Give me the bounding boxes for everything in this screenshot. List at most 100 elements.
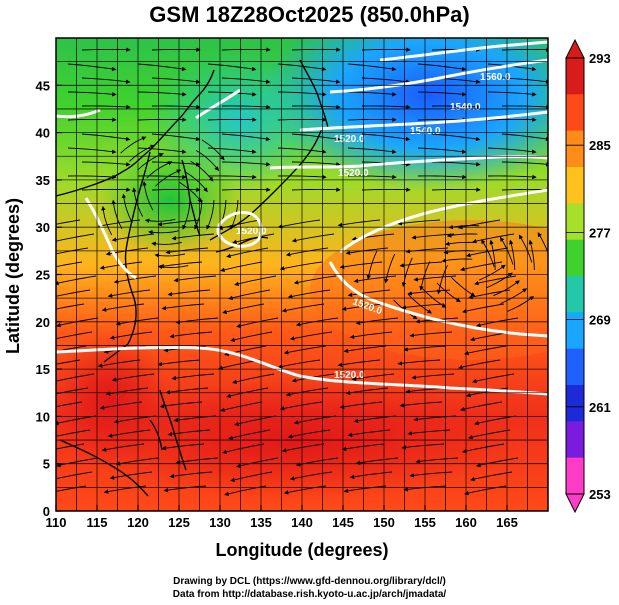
streamline — [101, 205, 113, 236]
streamline — [347, 429, 391, 438]
streamline — [169, 331, 213, 339]
streamline — [361, 187, 411, 192]
streamline — [99, 401, 143, 410]
x-tick-label: 145 — [332, 515, 354, 530]
streamline — [476, 457, 519, 468]
streamline — [56, 289, 91, 297]
streamline — [221, 104, 271, 110]
streamline — [458, 359, 501, 370]
streamline — [501, 161, 548, 167]
streamline — [228, 289, 271, 301]
colorbar-label: 253 — [589, 487, 611, 502]
streamline — [397, 359, 441, 366]
streamline — [419, 261, 431, 291]
streamline — [401, 443, 445, 450]
streamline — [107, 289, 151, 298]
streamline — [293, 415, 337, 425]
streamline — [81, 77, 131, 84]
streamline — [291, 187, 341, 192]
streamline — [409, 331, 453, 338]
streamline — [361, 47, 411, 52]
streamline — [56, 345, 87, 352]
y-tick-label: 30 — [36, 220, 50, 235]
streamline — [142, 181, 154, 211]
streamline — [111, 199, 123, 230]
streamline — [222, 303, 265, 315]
streamline — [366, 250, 378, 280]
streamline — [481, 239, 495, 268]
streamline — [550, 240, 555, 270]
streamline — [500, 288, 528, 305]
streamline — [289, 331, 333, 341]
streamline — [397, 219, 441, 226]
streamline — [207, 174, 257, 180]
streamline — [445, 241, 476, 246]
streamline — [501, 133, 548, 142]
streamline — [137, 91, 187, 97]
streamline — [384, 253, 396, 284]
streamline — [169, 471, 213, 479]
streamline — [291, 77, 341, 84]
colorbar-label: 261 — [589, 400, 611, 415]
streamline — [97, 359, 141, 368]
x-tick-label: 115 — [87, 515, 108, 530]
colorbar-segment — [566, 239, 584, 277]
streamline — [361, 77, 411, 84]
streamline — [509, 239, 516, 271]
streamline — [537, 232, 548, 254]
streamline — [220, 401, 263, 413]
streamline — [115, 317, 159, 326]
streamline — [195, 150, 219, 171]
streamline — [56, 415, 97, 426]
streamline — [347, 91, 397, 97]
streamline — [287, 289, 331, 299]
streamline — [161, 443, 205, 451]
streamline — [501, 47, 548, 52]
colorbar-segment — [566, 94, 584, 132]
streamline — [518, 234, 533, 263]
footer-credit: Drawing by DCL (https://www.gfd-dennou.o… — [173, 576, 446, 587]
streamline — [175, 457, 219, 465]
colorbar-segment — [566, 312, 584, 350]
streamline — [56, 275, 97, 286]
colorbar-label: 285 — [589, 138, 611, 153]
streamline — [446, 233, 478, 238]
streamline — [132, 187, 144, 217]
streamline — [165, 387, 209, 395]
streamline — [528, 239, 535, 271]
streamline — [155, 169, 182, 187]
streamline — [97, 219, 141, 228]
colorbar-segment — [566, 457, 584, 495]
streamline — [103, 485, 147, 494]
streamline — [470, 471, 513, 482]
streamline — [487, 91, 537, 97]
streamline — [349, 471, 393, 480]
streamline — [462, 443, 505, 454]
streamline — [487, 117, 537, 122]
y-tick-label: 25 — [36, 268, 50, 283]
streamline — [56, 401, 83, 408]
streamline — [489, 239, 496, 271]
streamline — [285, 387, 329, 397]
streamline — [401, 303, 445, 310]
streamline — [151, 104, 201, 110]
x-tick-label: 150 — [373, 515, 395, 530]
streamline — [56, 429, 91, 437]
streamline — [466, 247, 509, 258]
streamline — [487, 174, 537, 180]
streamline — [207, 117, 257, 122]
temperature-field — [56, 38, 548, 511]
streamline — [277, 219, 321, 229]
x-tick-label: 165 — [496, 515, 518, 530]
y-tick-label: 45 — [36, 78, 50, 93]
streamline — [111, 373, 155, 382]
streamline — [56, 233, 95, 244]
colorbar-label: 293 — [589, 51, 611, 66]
streamline — [279, 261, 323, 271]
contour-label: 1520.0 — [334, 134, 365, 145]
x-tick-label: 130 — [209, 515, 231, 530]
contour-label: 1540.0 — [450, 102, 481, 113]
x-tick-label: 110 — [46, 515, 67, 530]
streamline — [337, 219, 381, 228]
